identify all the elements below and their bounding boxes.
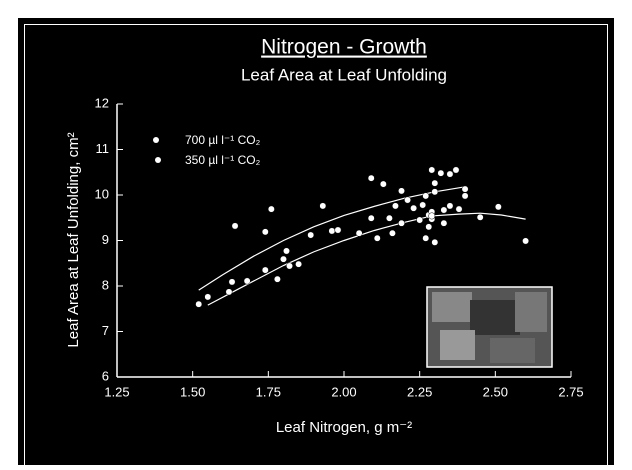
fit-curve: [207, 212, 526, 306]
data-point: [280, 255, 287, 263]
data-point: [461, 192, 469, 200]
data-point: [228, 278, 236, 286]
data-point: [319, 202, 327, 210]
data-point: [385, 214, 393, 222]
data-point: [388, 229, 396, 237]
data-point: [416, 216, 424, 224]
data-point: [328, 227, 336, 235]
data-point: [446, 170, 454, 178]
data-point: [419, 201, 427, 209]
data-point: [431, 238, 439, 246]
y-tick-label: 12: [95, 95, 109, 110]
data-point: [392, 202, 399, 210]
x-tick-label: 2.00: [331, 384, 356, 399]
data-point: [373, 234, 381, 242]
data-point: [367, 214, 375, 222]
data-point: [283, 247, 290, 255]
data-point: [334, 226, 342, 234]
data-point: [379, 180, 387, 188]
data-point: [307, 231, 315, 239]
x-tick-label: 1.50: [180, 384, 205, 399]
y-tick-label: 9: [102, 232, 109, 247]
legend-marker: [155, 157, 161, 163]
data-point: [267, 205, 275, 213]
data-point: [476, 213, 484, 221]
data-point: [428, 166, 436, 174]
data-point: [273, 275, 281, 283]
data-point: [261, 266, 269, 274]
data-point: [440, 219, 448, 227]
fit-curve: [198, 186, 466, 291]
y-tick-label: 11: [96, 141, 110, 156]
y-tick-label: 7: [102, 323, 109, 338]
chart-subtitle: Leaf Area at Leaf Unfolding: [241, 65, 447, 84]
data-point: [398, 219, 405, 227]
legend-marker: [153, 137, 159, 143]
y-tick-label: 8: [102, 277, 109, 292]
data-point: [437, 169, 445, 177]
data-point: [446, 202, 454, 210]
data-point: [367, 174, 375, 182]
data-point: [204, 293, 212, 301]
data-point: [295, 260, 303, 268]
data-point: [455, 205, 463, 213]
data-point: [452, 166, 460, 174]
x-tick-label: 2.25: [407, 384, 432, 399]
y-tick-label: 6: [102, 368, 109, 383]
data-point: [425, 223, 433, 231]
data-point: [494, 203, 502, 211]
data-point: [225, 288, 233, 296]
data-point: [422, 234, 430, 242]
x-tick-label: 2.50: [483, 384, 508, 399]
data-point: [431, 179, 439, 187]
y-axis-label: Leaf Area at Leaf Unfolding, cm²: [65, 132, 82, 347]
data-point: [231, 222, 239, 230]
legend-label: 350 µl l⁻¹ CO₂: [185, 153, 261, 167]
legend-label: 700 µl l⁻¹ CO₂: [185, 133, 261, 147]
data-point: [440, 206, 448, 214]
data-point: [431, 188, 439, 196]
data-point: [422, 192, 430, 200]
x-tick-label: 1.75: [256, 384, 281, 399]
data-point: [461, 185, 469, 193]
data-point: [286, 262, 293, 270]
chart-title: Nitrogen - Growth: [261, 36, 427, 59]
photo-inset: [426, 286, 553, 368]
x-tick-label: 2.75: [558, 384, 583, 399]
data-point: [410, 204, 418, 212]
data-point: [522, 237, 530, 245]
data-point: [404, 196, 412, 204]
data-point: [398, 187, 405, 195]
y-tick-label: 10: [95, 186, 109, 201]
x-axis-label: Leaf Nitrogen, g m⁻²: [276, 419, 412, 436]
data-point: [355, 229, 363, 237]
data-point: [243, 277, 251, 285]
data-point: [261, 228, 269, 236]
data-point: [428, 212, 436, 220]
data-point: [195, 300, 203, 308]
x-tick-label: 1.25: [104, 384, 129, 399]
